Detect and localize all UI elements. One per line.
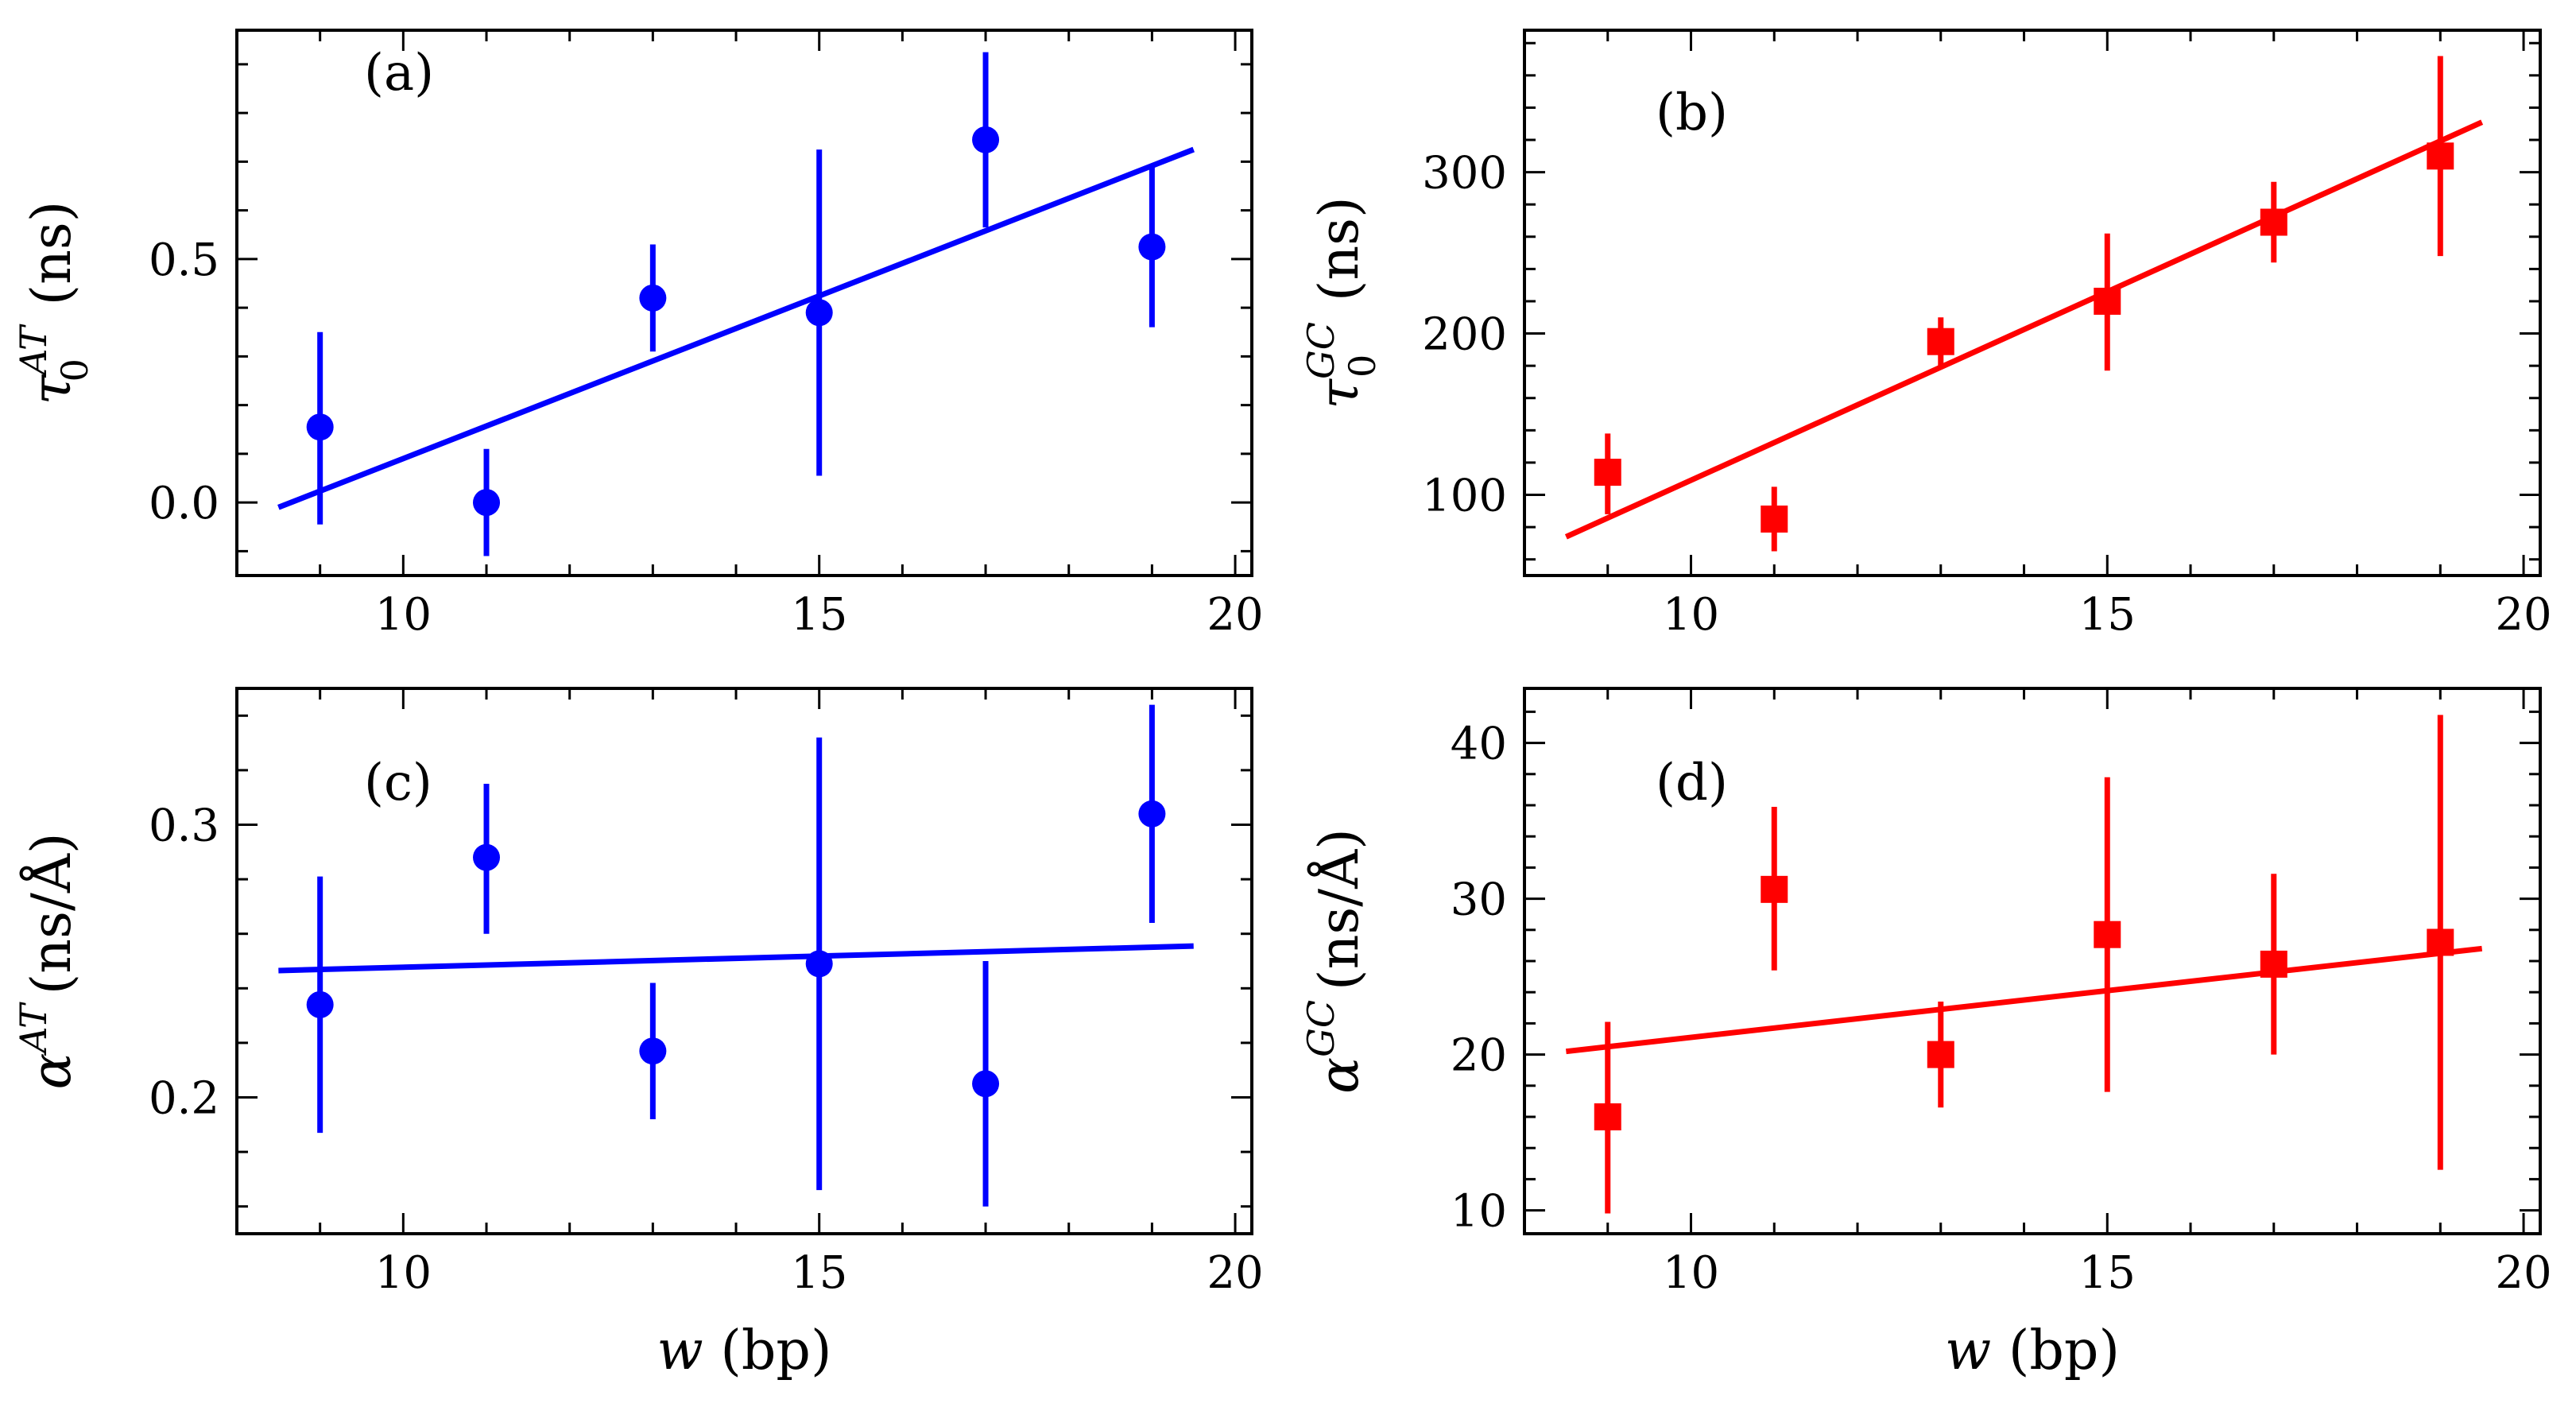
x-tick-label: 15 xyxy=(791,589,847,641)
fit-line xyxy=(277,146,1195,510)
y-tick-label: 0.5 xyxy=(149,234,219,286)
x-tick-label: 10 xyxy=(1663,1247,1719,1299)
data-point xyxy=(2260,950,2287,978)
plot-frame xyxy=(235,687,1253,1235)
y-axis-label: αAT(ns/Å) xyxy=(12,832,83,1089)
y-tick-label: 200 xyxy=(1422,309,1507,361)
data-point xyxy=(972,1070,1000,1098)
x-tick-label: 20 xyxy=(1207,589,1263,641)
x-tick-label: 10 xyxy=(1663,589,1719,641)
data-point xyxy=(1594,459,1621,486)
y-axis-label: αGC(ns/Å) xyxy=(1300,828,1371,1094)
data-point xyxy=(473,843,501,871)
data-point xyxy=(1927,1041,1954,1068)
x-tick-label: 20 xyxy=(1207,1247,1263,1299)
x-tick-label: 20 xyxy=(2495,1247,2551,1299)
data-point xyxy=(306,413,334,441)
y-tick-label: 10 xyxy=(1451,1186,1507,1238)
y-axis-label: τAT0 (ns) xyxy=(12,201,96,405)
data-point xyxy=(473,489,501,517)
data-point xyxy=(1761,875,1788,903)
panel-label: (b) xyxy=(1656,83,1728,142)
y-tick-label: 0.3 xyxy=(149,800,219,852)
x-tick-label: 15 xyxy=(791,1247,847,1299)
y-tick-label: 0.2 xyxy=(149,1073,219,1125)
data-point xyxy=(1138,800,1166,828)
x-axis-label: w (bp) xyxy=(1945,1320,2120,1382)
data-point xyxy=(2427,142,2454,170)
data-point xyxy=(2427,928,2454,956)
y-axis-label: τGC0 (ns) xyxy=(1300,196,1384,409)
plot-frame xyxy=(235,29,1253,577)
x-tick-label: 20 xyxy=(2495,589,2551,641)
plot-frame xyxy=(1523,29,2542,577)
x-tick-label: 10 xyxy=(375,589,432,641)
panel-4: 10 15 20 10 20 30 40 (d) αGC(ns/Å) w (bp) xyxy=(1300,687,2552,1382)
panel-label: (a) xyxy=(364,44,434,103)
y-tick-label: 40 xyxy=(1451,719,1507,770)
data-point xyxy=(1927,328,1954,355)
data-point xyxy=(972,126,1000,153)
data-point xyxy=(639,1037,667,1065)
y-tick-label: 100 xyxy=(1422,471,1507,522)
data-point xyxy=(2094,921,2121,948)
data-point xyxy=(1594,1103,1621,1130)
panel-label: (d) xyxy=(1656,754,1728,812)
x-tick-label: 15 xyxy=(2079,589,2136,641)
data-point xyxy=(805,299,833,327)
data-point xyxy=(639,284,667,312)
x-tick-label: 10 xyxy=(375,1247,432,1299)
y-tick-label: 0.0 xyxy=(149,478,219,529)
data-point xyxy=(2094,287,2121,315)
panel-label: (c) xyxy=(364,754,432,812)
panel-3: 10 15 20 0.2 0.3 (c) αAT(ns/Å) w (bp) xyxy=(12,687,1264,1382)
panel-1: 10 15 20 0.0 0.5 (a) τAT0 (ns) xyxy=(12,29,1264,641)
panel-2: 10 15 20 100 200 300 (b) τGC0 (ns) xyxy=(1300,29,2552,641)
data-point xyxy=(1138,233,1166,261)
fit-line xyxy=(278,943,1194,974)
x-tick-label: 15 xyxy=(2079,1247,2136,1299)
y-tick-label: 300 xyxy=(1422,148,1507,200)
y-tick-label: 20 xyxy=(1451,1030,1507,1082)
fit-line xyxy=(1565,945,2483,1055)
data-point xyxy=(805,950,833,978)
data-point xyxy=(1761,505,1788,533)
data-point xyxy=(306,990,334,1018)
fit-line xyxy=(1564,119,2484,540)
x-axis-label: w (bp) xyxy=(657,1320,832,1382)
y-tick-label: 30 xyxy=(1451,874,1507,926)
data-point xyxy=(2260,208,2287,236)
